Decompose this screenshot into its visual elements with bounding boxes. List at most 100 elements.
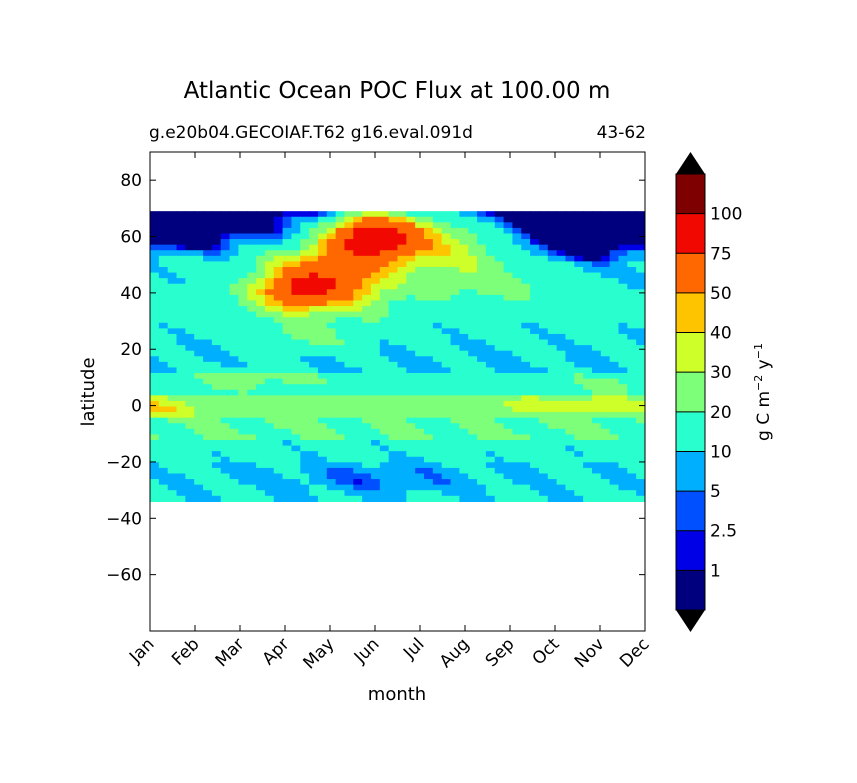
field-cell [512, 250, 522, 257]
field-cell [353, 473, 363, 480]
field-cell [565, 239, 575, 246]
field-cell [158, 484, 169, 491]
field-cell [176, 244, 186, 251]
field-cell [176, 445, 186, 452]
field-cell [530, 283, 540, 290]
field-cell [450, 255, 460, 262]
field-cell [432, 434, 443, 441]
field-cell [291, 317, 301, 324]
field-cell [503, 400, 514, 408]
field-cell [600, 339, 611, 346]
field-cell [609, 300, 620, 307]
field-cell [379, 311, 390, 318]
field-cell [370, 440, 381, 447]
field-cell [547, 272, 558, 279]
field-cell [185, 440, 195, 447]
field-cell [530, 423, 540, 430]
field-cell [591, 328, 602, 335]
field-cell [538, 484, 549, 491]
field-cell [512, 317, 522, 324]
field-cell [477, 216, 487, 223]
field-cell [406, 328, 416, 335]
field-cell [273, 322, 284, 329]
field-cell [273, 467, 284, 475]
field-cell [494, 350, 505, 357]
field-cell [583, 233, 593, 240]
field-cell [167, 311, 178, 318]
field-cell [494, 211, 505, 218]
field-cell [574, 244, 584, 251]
field-cell [220, 266, 231, 274]
field-cell [238, 395, 248, 402]
field-cell [167, 373, 178, 380]
x-tick-label: Feb [168, 634, 203, 669]
field-cell [538, 389, 549, 396]
field-cell [317, 356, 328, 363]
field-cell [477, 255, 487, 262]
field-cell [370, 378, 381, 385]
field-cell [636, 317, 645, 324]
field-cell [503, 406, 514, 413]
field-cell [247, 378, 257, 385]
field-cell [238, 423, 248, 430]
field-cell [176, 294, 186, 302]
field-cell [538, 451, 549, 458]
field-cell [468, 490, 478, 497]
field-cell [185, 322, 195, 329]
field-cell [220, 345, 231, 352]
field-cell [485, 445, 496, 452]
field-cell [282, 356, 293, 363]
field-cell [415, 417, 425, 424]
field-cell [512, 333, 522, 341]
field-cell [247, 406, 257, 413]
field-cell [600, 233, 611, 240]
field-cell [441, 434, 452, 441]
field-cell [282, 467, 293, 475]
field-cell [379, 345, 390, 352]
field-cell [530, 428, 540, 436]
field-cell [415, 400, 425, 408]
field-cell [600, 451, 611, 458]
field-cell [185, 395, 195, 402]
field-cell [344, 333, 354, 341]
field-cell [247, 473, 257, 480]
field-cell [627, 255, 637, 262]
field-cell [203, 384, 213, 391]
field-cell [521, 373, 531, 380]
field-cell [415, 255, 425, 262]
field-cell [450, 350, 460, 357]
field-cell [176, 400, 186, 408]
field-cell [150, 451, 160, 458]
colorbar-segment [676, 213, 705, 254]
field-cell [344, 434, 354, 441]
field-cell [379, 490, 390, 497]
field-cell [512, 456, 522, 463]
field-cell [547, 428, 558, 436]
field-cell [627, 322, 637, 329]
field-cell [194, 255, 204, 262]
field-cell [538, 339, 549, 346]
field-cell [547, 311, 558, 318]
field-cell [238, 350, 248, 357]
field-cell [335, 261, 346, 268]
field-cell [432, 400, 443, 408]
field-cell [238, 294, 248, 302]
field-cell [538, 283, 549, 290]
field-cell [406, 289, 416, 296]
field-cell [609, 356, 620, 363]
field-cell [547, 490, 558, 497]
field-cell [503, 272, 514, 279]
field-cell [450, 227, 460, 235]
field-cell [203, 361, 213, 369]
field-cell [591, 322, 602, 329]
field-cell [176, 266, 186, 274]
colorbar-tick-label: 50 [710, 284, 732, 304]
field-cell [494, 233, 505, 240]
field-cell [397, 333, 407, 341]
field-cell [441, 417, 452, 424]
field-cell [158, 406, 169, 413]
field-cell [229, 473, 239, 480]
field-cell [494, 272, 505, 279]
field-cell [150, 278, 160, 285]
field-cell [167, 211, 178, 218]
